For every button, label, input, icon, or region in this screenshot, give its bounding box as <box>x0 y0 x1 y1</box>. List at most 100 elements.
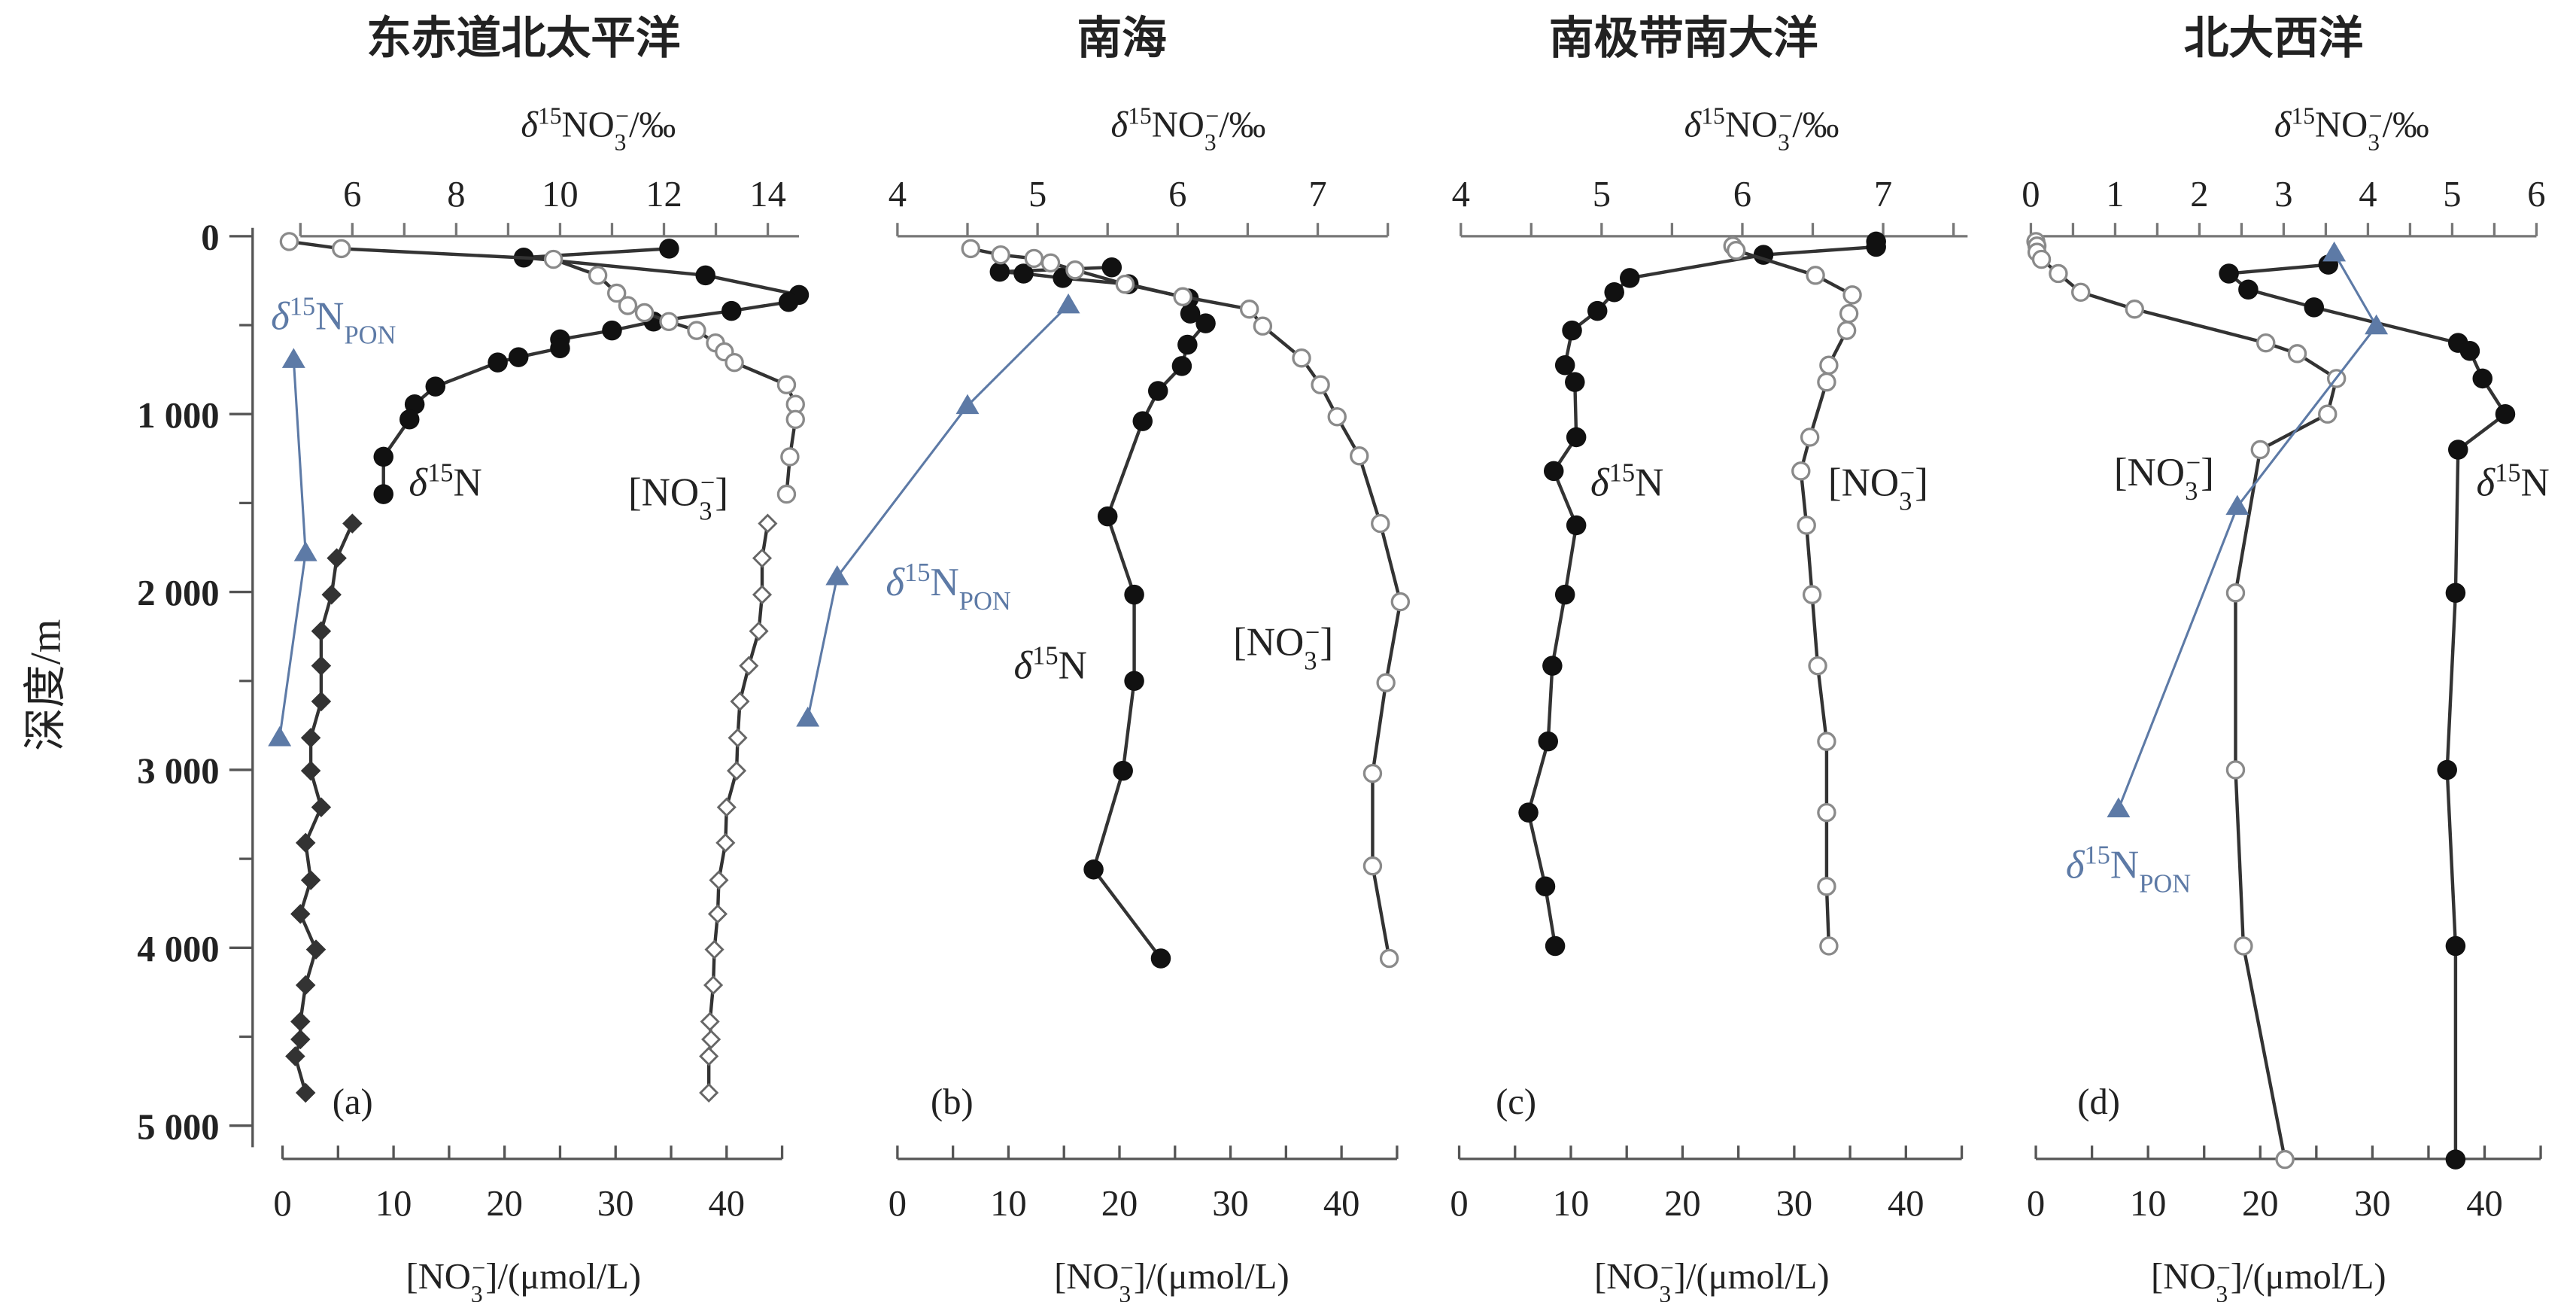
data-point <box>1024 248 1044 269</box>
data-point <box>1620 268 1640 288</box>
label-part: 3 <box>699 497 712 526</box>
top-tick-label: 14 <box>749 174 786 214</box>
data-point <box>1542 656 1563 676</box>
series--15n-pon <box>268 348 317 747</box>
data-point <box>1083 859 1104 880</box>
series--15n-pon <box>796 293 1080 727</box>
label-part: 3 <box>1204 129 1217 155</box>
top-tick-label: 6 <box>2527 174 2545 214</box>
data-point <box>588 266 608 285</box>
data-point <box>1518 802 1539 823</box>
bottom-tick-label: 10 <box>1553 1183 1590 1224</box>
data-point <box>2225 583 2246 603</box>
series--15n <box>2219 254 2516 1170</box>
label-part: [NO <box>1828 461 1899 504</box>
data-point <box>1817 877 1836 896</box>
data-point <box>285 1046 305 1066</box>
label-part: δ <box>1014 643 1034 687</box>
data-point <box>699 1046 719 1066</box>
label-part: [NO <box>628 471 699 515</box>
label-part: − <box>1120 1255 1134 1281</box>
data-point <box>955 394 980 415</box>
label-part: 3 <box>2185 477 2198 506</box>
bottom-axis: 0 10 20 30 40 [NO3−]/(μmol/L) <box>273 1145 784 1302</box>
data-point <box>776 375 797 394</box>
data-point <box>2219 263 2239 284</box>
label-part: NO <box>1152 104 1204 144</box>
data-point <box>2225 494 2249 516</box>
data-point <box>2448 440 2468 460</box>
label-part: PON <box>959 587 1011 616</box>
top-tick-label: 2 <box>2190 174 2208 214</box>
series--no3-deep <box>699 513 778 1103</box>
top-tick-label: 4 <box>2359 174 2377 214</box>
data-point <box>991 245 1010 265</box>
bottom-axis-title: [NO3−]/(μmol/L) <box>1594 1255 1830 1302</box>
data-point <box>687 321 706 340</box>
label-part: 3 <box>1304 647 1317 676</box>
label-part: 15 <box>1032 641 1058 670</box>
top-tick-label: 7 <box>1308 174 1326 214</box>
panel-letter: (d) <box>2077 1081 2120 1122</box>
data-point <box>2049 263 2068 284</box>
data-point <box>311 691 332 712</box>
data-point <box>1180 303 1201 324</box>
data-point <box>726 761 747 781</box>
data-point <box>1819 936 1839 956</box>
data-point <box>1040 253 1061 273</box>
data-point <box>295 975 316 996</box>
data-point <box>1535 876 1556 897</box>
data-point <box>300 728 321 748</box>
data-point <box>1562 320 1582 341</box>
data-point <box>2495 403 2516 424</box>
series-line <box>807 304 1070 719</box>
depth-tick-label: 4 000 <box>137 929 219 969</box>
data-point <box>1545 935 1566 957</box>
bottom-tick-label: 0 <box>1450 1183 1468 1224</box>
data-point <box>2304 297 2325 318</box>
data-point <box>1566 515 1587 536</box>
top-tick-label: 5 <box>1028 174 1046 214</box>
bottom-axis-title: [NO3−]/(μmol/L) <box>406 1255 642 1302</box>
label-part: 15 <box>2084 841 2110 870</box>
series--no3- <box>279 232 805 504</box>
label-part: 3 <box>2216 1281 2228 1302</box>
data-point <box>704 939 724 960</box>
bottom-tick-label: 40 <box>2466 1183 2503 1224</box>
series-label-pon: δ15NPON <box>2066 841 2191 899</box>
label-part: δ <box>1111 104 1129 144</box>
data-point <box>752 585 773 605</box>
data-point <box>716 797 737 817</box>
label-part: ]/(μmol/L) <box>1674 1256 1830 1297</box>
series-label-no3: [NO3−] <box>1233 619 1333 676</box>
bottom-tick-label: 0 <box>2027 1183 2045 1224</box>
data-point <box>290 904 311 924</box>
data-point <box>1292 348 1311 368</box>
label-part: 15 <box>538 102 562 129</box>
data-point <box>281 348 305 368</box>
depth-tick-label: 5 000 <box>137 1106 219 1147</box>
data-point <box>290 1011 311 1032</box>
label-part: ]/(μmol/L) <box>485 1256 641 1297</box>
data-point <box>785 409 805 430</box>
data-point <box>989 261 1010 282</box>
data-point <box>1147 381 1168 401</box>
label-part: N <box>2521 461 2550 504</box>
top-axis-title: δ15NO3−/‰ <box>1684 102 1839 155</box>
panel-letter: (c) <box>1496 1081 1536 1122</box>
label-part: δ <box>271 295 290 339</box>
label-part: − <box>472 1255 485 1281</box>
top-tick-label: 5 <box>2443 174 2461 214</box>
label-part: δ <box>2274 104 2292 144</box>
label-part: /‰ <box>2383 104 2429 144</box>
data-point <box>311 797 332 817</box>
data-point <box>825 565 849 586</box>
series--no3- <box>2026 232 2347 1170</box>
top-tick-label: 4 <box>1452 174 1470 214</box>
data-point <box>404 394 425 415</box>
data-point <box>1097 506 1118 527</box>
series--no3- <box>1723 236 1862 956</box>
depth-tick-label: 0 <box>201 218 219 258</box>
label-part: 3 <box>1659 1281 1671 1302</box>
